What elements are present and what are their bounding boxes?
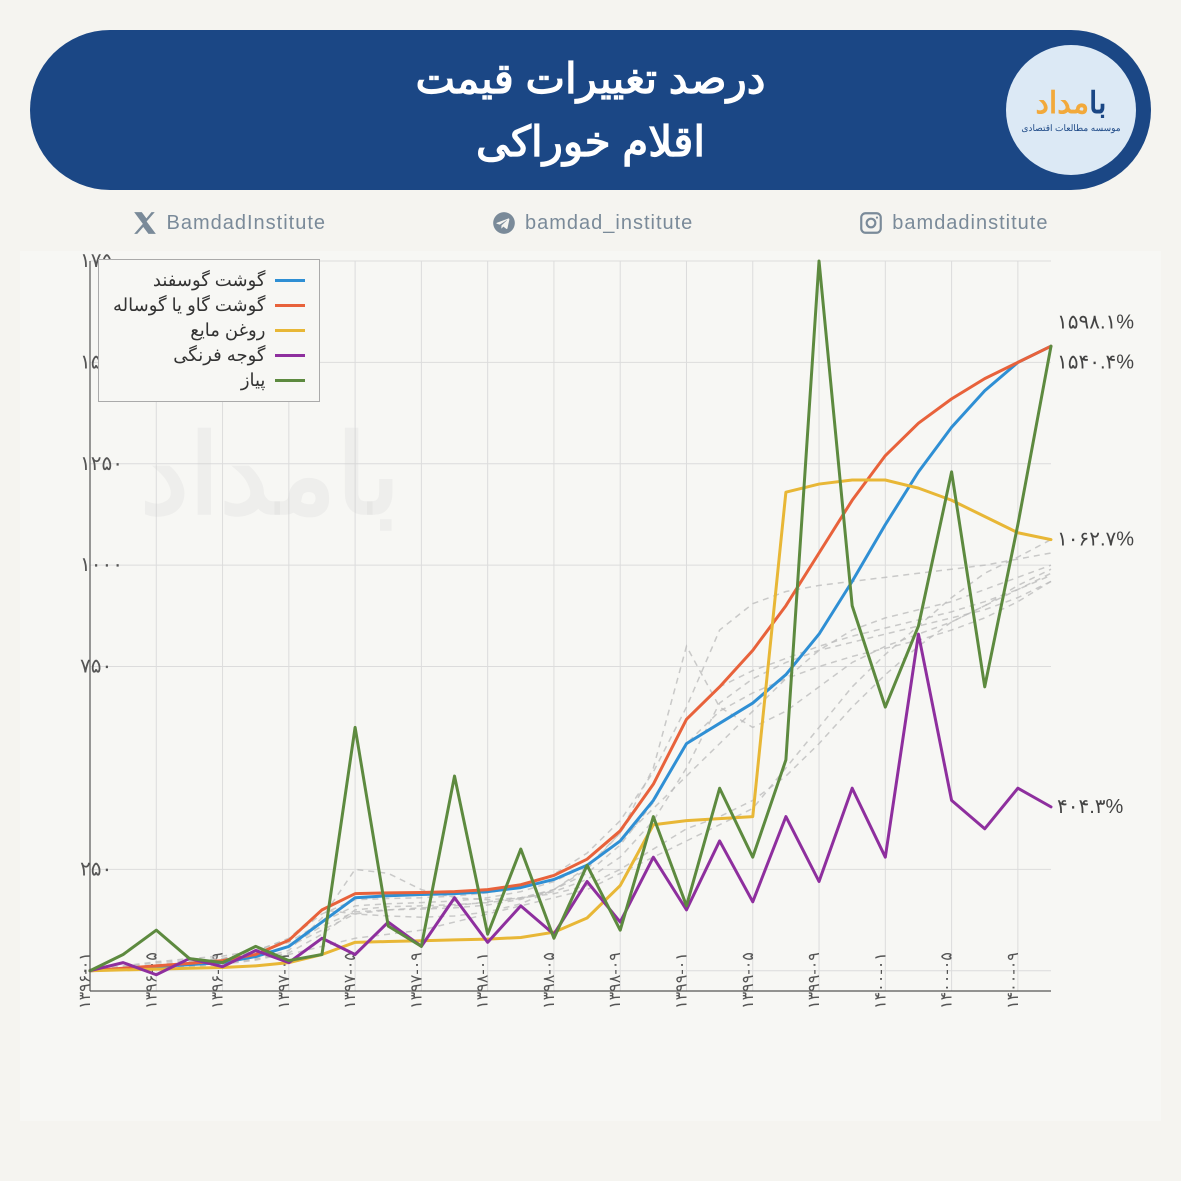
- social-x: BamdadInstitute: [132, 210, 326, 236]
- logo: بامداد موسسه مطالعات اقتصادی: [1006, 45, 1136, 175]
- svg-text:۱۳۹۸-۰۵: ۱۳۹۸-۰۵: [541, 952, 558, 1009]
- svg-text:۱۳۹۸-۰۹: ۱۳۹۸-۰۹: [607, 952, 624, 1009]
- x-icon: [132, 210, 158, 236]
- legend-item: پیاز: [113, 368, 305, 393]
- legend-item: گوشت گاو یا گوساله: [113, 293, 305, 318]
- svg-text:۱۳۹۸-۰۱: ۱۳۹۸-۰۱: [475, 952, 492, 1009]
- svg-text:۱۳۹۷-۰۵: ۱۳۹۷-۰۵: [342, 952, 359, 1009]
- legend-item: گوشت گوسفند: [113, 268, 305, 293]
- telegram-icon: [491, 210, 517, 236]
- svg-text:۱۴۰۰-۰۹: ۱۴۰۰-۰۹: [1005, 952, 1022, 1009]
- svg-text:۱۴۰۰-۰۱: ۱۴۰۰-۰۱: [872, 952, 889, 1009]
- svg-text:۱۳۹۷-۰۹: ۱۳۹۷-۰۹: [408, 952, 425, 1009]
- legend: گوشت گوسفندگوشت گاو یا گوسالهروغن مایعگو…: [98, 259, 320, 402]
- legend-item: گوجه فرنگی: [113, 343, 305, 368]
- svg-text:۷۵۰: ۷۵۰: [80, 656, 112, 678]
- page-title: درصد تغییرات قیمت اقلام خوراکی: [416, 47, 766, 173]
- svg-text:۱۳۹۶-۰۱: ۱۳۹۶-۰۱: [77, 952, 94, 1009]
- svg-text:۱۰۶۲.۷%: ۱۰۶۲.۷%: [1057, 529, 1134, 551]
- chart-container: بامداد گوشت گوسفندگوشت گاو یا گوسالهروغن…: [20, 251, 1161, 1121]
- svg-text:۲۵۰: ۲۵۰: [80, 858, 112, 880]
- svg-text:۱۰۰۰: ۱۰۰۰: [80, 554, 123, 576]
- svg-text:۱۲۵۰: ۱۲۵۰: [80, 453, 123, 475]
- social-instagram: bamdadinstitute: [858, 210, 1048, 236]
- svg-text:۱۵۴۰.۴%: ۱۵۴۰.۴%: [1057, 351, 1134, 373]
- svg-text:۴۰۴.۳%: ۴۰۴.۳%: [1057, 796, 1124, 818]
- logo-main: بامداد: [1036, 86, 1107, 121]
- logo-sub: موسسه مطالعات اقتصادی: [1021, 123, 1120, 134]
- svg-text:۱۳۹۹-۰۵: ۱۳۹۹-۰۵: [740, 952, 757, 1009]
- svg-text:۱۵۹۸.۱%: ۱۵۹۸.۱%: [1057, 312, 1134, 334]
- svg-text:۱۳۹۶-۰۵: ۱۳۹۶-۰۵: [143, 952, 160, 1009]
- title-line1: درصد تغییرات قیمت: [416, 55, 766, 102]
- svg-text:۱۴۰۰-۰۵: ۱۴۰۰-۰۵: [939, 952, 956, 1009]
- header-pill: درصد تغییرات قیمت اقلام خوراکی بامداد مو…: [30, 30, 1151, 190]
- instagram-icon: [858, 210, 884, 236]
- svg-text:۱۳۹۹-۰۱: ۱۳۹۹-۰۱: [673, 952, 690, 1009]
- legend-item: روغن مایع: [113, 318, 305, 343]
- social-telegram: bamdad_institute: [491, 210, 693, 236]
- title-line2: اقلام خوراکی: [476, 118, 705, 165]
- social-row: BamdadInstitute bamdad_institute bamdadi…: [50, 210, 1131, 236]
- svg-text:۱۳۹۹-۰۹: ۱۳۹۹-۰۹: [806, 952, 823, 1009]
